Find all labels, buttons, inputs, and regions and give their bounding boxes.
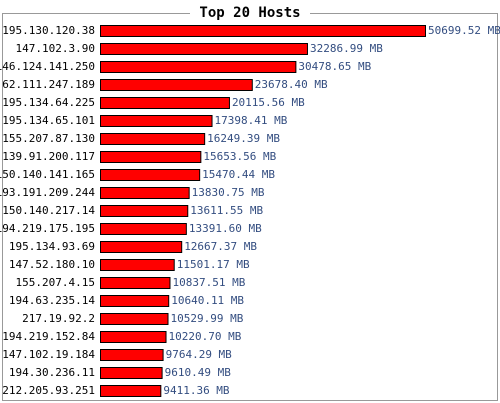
y-tick-label: 195.134.64.225 <box>2 96 95 109</box>
bar <box>100 295 170 307</box>
value-label: 11501.17 MB <box>177 258 250 271</box>
chart-title: Top 20 Hosts <box>199 5 300 21</box>
y-tick-label: 212.205.93.251 <box>2 384 95 397</box>
bar <box>100 79 253 91</box>
y-tick-label: 147.102.19.184 <box>2 348 95 361</box>
y-tick-label: 194.63.235.14 <box>9 294 95 307</box>
value-label: 13830.75 MB <box>192 186 265 199</box>
y-tick-label: 139.91.200.117 <box>2 150 95 163</box>
y-tick-label: 155.207.87.130 <box>2 132 95 145</box>
value-label: 9411.36 MB <box>163 384 230 397</box>
bar <box>100 205 189 217</box>
bar <box>100 187 190 199</box>
y-tick-label: 147.102.3.90 <box>16 42 95 55</box>
bar <box>100 331 167 343</box>
bar <box>100 133 206 145</box>
y-tick-label: 155.207.4.15 <box>16 276 95 289</box>
value-label: 10529.99 MB <box>171 312 244 325</box>
y-tick-label: 194.219.152.84 <box>2 330 95 343</box>
bar <box>100 349 164 361</box>
value-label: 30478.65 MB <box>298 60 371 73</box>
value-label: 15470.44 MB <box>202 168 275 181</box>
bar <box>100 367 163 379</box>
value-label: 32286.99 MB <box>310 42 383 55</box>
y-tick-label: 150.140.217.14 <box>2 204 95 217</box>
y-tick-label: 193.191.209.244 <box>0 186 95 199</box>
bar <box>100 223 187 235</box>
value-label: 9764.29 MB <box>166 348 233 361</box>
value-label: 16249.39 MB <box>207 132 280 145</box>
bar <box>100 151 202 163</box>
y-tick-label: 146.124.141.250 <box>0 60 95 73</box>
bar <box>100 313 169 325</box>
value-label: 13391.60 MB <box>189 222 262 235</box>
value-label: 12667.37 MB <box>184 240 257 253</box>
value-label: 15653.56 MB <box>203 150 276 163</box>
bar <box>100 97 230 109</box>
y-tick-label: 195.130.120.38 <box>2 24 95 37</box>
value-label: 10837.51 MB <box>172 276 245 289</box>
value-label: 9610.49 MB <box>165 366 232 379</box>
y-tick-label: 150.140.141.165 <box>0 168 95 181</box>
bar <box>100 61 297 73</box>
y-tick-label: 194.30.236.11 <box>9 366 95 379</box>
bar <box>100 241 183 253</box>
value-label: 50699.52 MB <box>428 24 500 37</box>
y-tick-label: 194.219.175.195 <box>0 222 95 235</box>
y-tick-label: 62.111.247.189 <box>2 78 95 91</box>
bar <box>100 43 308 55</box>
bar <box>100 115 213 127</box>
y-tick-label: 195.134.65.101 <box>2 114 95 127</box>
y-tick-label: 147.52.180.10 <box>9 258 95 271</box>
bar <box>100 169 201 181</box>
bar <box>100 25 426 37</box>
bar <box>100 385 162 397</box>
value-label: 23678.40 MB <box>255 78 328 91</box>
value-label: 13611.55 MB <box>190 204 263 217</box>
title-background <box>190 4 310 22</box>
value-label: 10220.70 MB <box>169 330 242 343</box>
value-label: 20115.56 MB <box>232 96 305 109</box>
bar <box>100 277 171 289</box>
value-label: 10640.11 MB <box>171 294 244 307</box>
y-tick-label: 217.19.92.2 <box>22 312 95 325</box>
y-tick-label: 195.134.93.69 <box>9 240 95 253</box>
bar <box>100 259 175 271</box>
value-label: 17398.41 MB <box>215 114 288 127</box>
